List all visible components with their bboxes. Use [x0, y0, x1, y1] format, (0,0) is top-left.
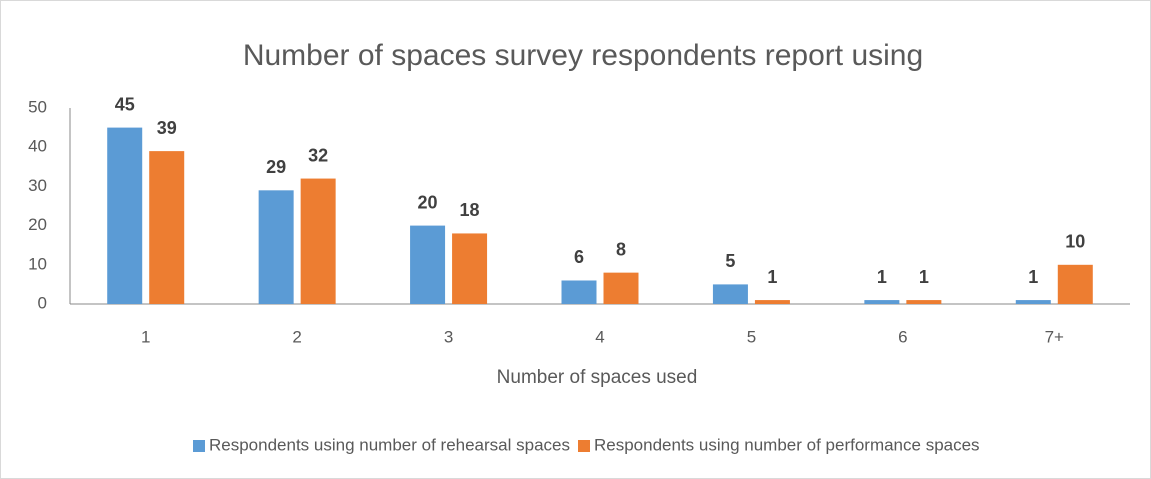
data-label: 20: [418, 192, 438, 212]
legend-swatch: [578, 440, 590, 452]
data-label: 1: [877, 267, 887, 287]
bar: [603, 272, 639, 304]
bar: [107, 127, 143, 304]
x-tick-label: 3: [444, 327, 453, 346]
data-label: 1: [1028, 267, 1038, 287]
data-label: 6: [574, 247, 584, 267]
bar: [754, 300, 790, 304]
data-label: 32: [308, 145, 328, 165]
bar: [258, 190, 294, 304]
x-axis-title: Number of spaces used: [497, 367, 698, 388]
bar: [300, 178, 336, 304]
y-tick-label: 20: [28, 215, 47, 234]
x-tick-label: 2: [292, 327, 301, 346]
bar: [561, 280, 597, 304]
data-label: 18: [460, 200, 480, 220]
bar: [410, 225, 446, 304]
data-label: 1: [767, 267, 777, 287]
data-label: 45: [115, 94, 135, 114]
x-tick-label: 4: [595, 327, 604, 346]
y-tick-label: 0: [38, 293, 47, 312]
bar: [149, 151, 185, 304]
bar: [1015, 300, 1051, 304]
legend-swatch: [193, 440, 205, 452]
bar: [712, 284, 748, 304]
y-tick-label: 50: [28, 97, 47, 116]
x-tick-label: 5: [747, 327, 756, 346]
data-label: 1: [919, 267, 929, 287]
legend-label: Respondents using number of rehearsal sp…: [209, 435, 570, 454]
y-tick-label: 30: [28, 176, 47, 195]
x-tick-label: 6: [898, 327, 907, 346]
chart-title: Number of spaces survey respondents repo…: [243, 39, 923, 72]
data-label: 5: [725, 251, 735, 271]
x-tick-label: 7+: [1045, 327, 1064, 346]
data-label: 29: [266, 157, 286, 177]
bar: [452, 233, 488, 304]
data-label: 8: [616, 239, 626, 259]
bar: [864, 300, 900, 304]
data-label: 10: [1065, 232, 1085, 252]
bar: [906, 300, 942, 304]
x-tick-label: 1: [141, 327, 150, 346]
y-tick-label: 10: [28, 254, 47, 273]
data-label: 39: [157, 118, 177, 138]
bar: [1057, 264, 1093, 304]
legend-label: Respondents using number of performance …: [594, 435, 980, 454]
y-tick-label: 40: [28, 137, 47, 156]
